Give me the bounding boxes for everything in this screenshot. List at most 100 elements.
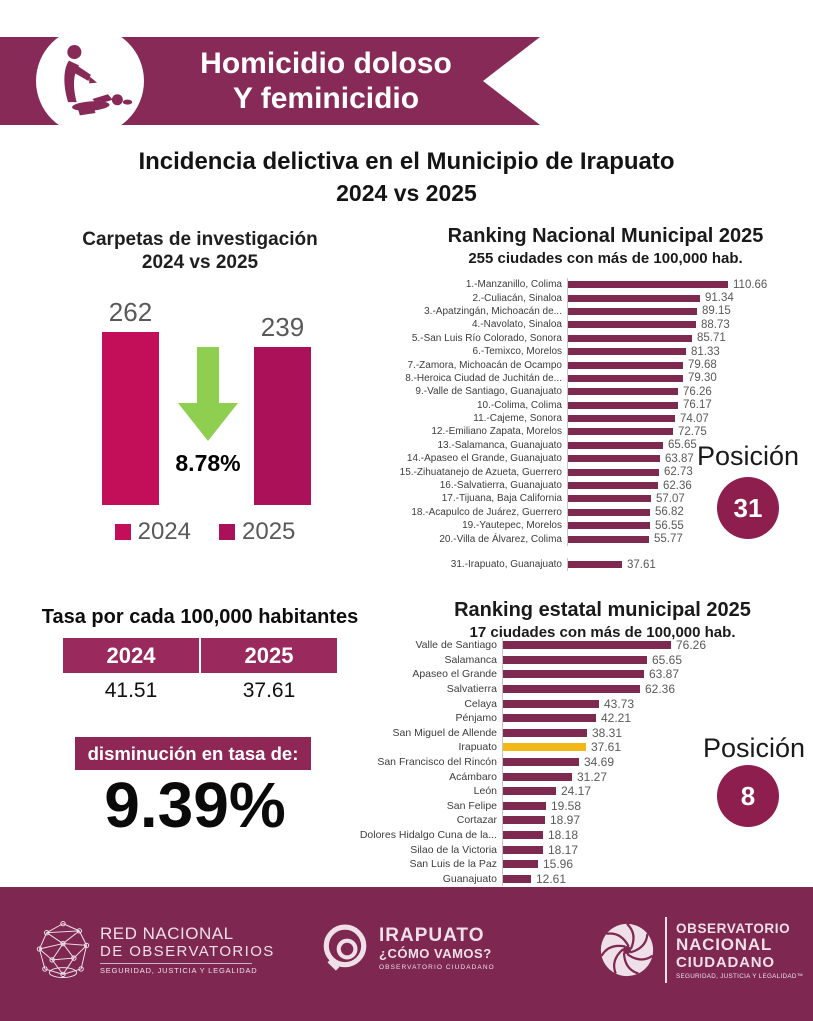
ranking-value: 37.61 xyxy=(591,740,622,755)
ranking-bar xyxy=(503,714,596,723)
ranking-row: 5.-San Luis Río Colorado, Sonora 85.71 xyxy=(397,331,805,345)
ranking-bar xyxy=(568,361,683,369)
carpetas-value-label-2024: 262 xyxy=(108,297,153,327)
legend-item-2025: 2025 xyxy=(219,518,295,546)
ranking-label: 15.-Zihuatanejo de Azueta, Guerrero xyxy=(399,466,562,478)
ranking-bar xyxy=(503,655,647,664)
ranking-value: 18.18 xyxy=(548,828,579,843)
ranking-value: 79.30 xyxy=(688,372,717,385)
ranking-label: 31.-Irapuato, Guanajuato xyxy=(450,559,562,570)
ranking-bar xyxy=(503,845,543,854)
footer: RED NACIONAL DE OBSERVATORIOS SEGURIDAD,… xyxy=(0,887,813,1021)
ranking-bar xyxy=(503,641,671,650)
ranking-bar xyxy=(568,307,697,315)
ranking-bar xyxy=(568,401,678,409)
ranking-label: 19.-Yautepec, Morelos xyxy=(462,520,562,532)
ranking-value: 57.07 xyxy=(656,492,685,505)
national-ranking-subtitle: 255 ciudades con más de 100,000 hab. xyxy=(468,250,743,267)
ranking-bar xyxy=(568,441,663,449)
ranking-bar xyxy=(568,482,658,490)
ranking-value: 43.73 xyxy=(604,696,635,711)
ranking-row: 11.-Cajeme, Sonora 74.07 xyxy=(397,411,805,426)
ranking-row: Acámbaro 31.27 xyxy=(369,769,789,784)
ranking-label: 14.-Apaseo el Grande, Guanajuato xyxy=(406,453,562,465)
ranking-label: San Francisco del Rincón xyxy=(377,756,497,769)
ranking-row: 6.-Temixco, Morelos 81.33 xyxy=(397,344,805,359)
ranking-row: 12.-Emiliano Zapata, Morelos 72.75 xyxy=(397,425,805,439)
ranking-row: 9.-Valle de Santiago, Guanajuato 76.26 xyxy=(397,385,805,399)
carpetas-title-line1: Carpetas de investigación xyxy=(82,229,318,250)
icv-line3: OBSERVATORIO CIUDADANO xyxy=(379,964,495,971)
ranking-label: Acámbaro xyxy=(449,770,497,783)
ranking-label: 11.-Cajeme, Sonora xyxy=(473,413,562,425)
ranking-value: 85.71 xyxy=(697,332,726,345)
ranking-label: 7.-Zamora, Michoacán de Ocampo xyxy=(407,359,562,371)
ranking-row: Pénjamo 42.21 xyxy=(369,710,789,726)
ranking-row: 1.-Manzanillo, Colima 110.66 xyxy=(397,278,805,292)
ranking-row: San Miguel de Allende 38.31 xyxy=(369,725,789,741)
banner-title-line2: Y feminicidio xyxy=(232,82,420,115)
ranking-label: 3.-Apatzingán, Michoacán de... xyxy=(424,305,562,317)
ranking-value: 15.96 xyxy=(543,857,574,872)
ranking-bar xyxy=(568,455,660,463)
ranking-label: 18.-Acapulco de Juárez, Guerrero xyxy=(411,506,562,518)
ranking-row: Valle de Santiago 76.26 xyxy=(369,638,789,653)
ranking-row: Irapuato 37.61 xyxy=(369,740,789,755)
ranking-value: 63.87 xyxy=(649,667,680,682)
tasa-header-2025: 2025 xyxy=(201,638,337,673)
decrease-banner: disminución en tasa de: xyxy=(75,737,311,770)
ranking-label: 9.-Valle de Santiago, Guanajuato xyxy=(415,386,562,398)
ranking-bar xyxy=(503,685,640,694)
ranking-row: 2.-Culiacán, Sinaloa 91.34 xyxy=(397,291,805,305)
rno-line2: DE OBSERVATORIOS xyxy=(100,942,275,960)
ranking-row: Guanajuato 12.61 xyxy=(369,871,789,887)
ranking-value: 72.75 xyxy=(678,425,707,438)
ranking-bar xyxy=(568,508,650,516)
ranking-row: San Luis de la Paz 15.96 xyxy=(369,856,789,872)
ranking-bar xyxy=(503,801,546,810)
carpetas-bar-2024 xyxy=(102,332,159,505)
logo-red-nacional-observatorios: RED NACIONAL DE OBSERVATORIOS SEGURIDAD,… xyxy=(34,917,275,981)
ranking-bar xyxy=(568,561,622,568)
ranking-row: San Felipe 19.58 xyxy=(369,798,789,814)
carpetas-bar-2025 xyxy=(254,347,311,505)
ranking-value: 74.07 xyxy=(680,412,709,425)
ranking-label: San Luis de la Paz xyxy=(409,858,497,871)
carpetas-chart-canvas: 8.78% 262 239 xyxy=(40,292,360,505)
ranking-row: Silao de la Victoria 18.17 xyxy=(369,842,789,857)
page-title-line1: Incidencia delictiva en el Municipio de … xyxy=(138,148,675,175)
ranking-bar-highlight xyxy=(503,743,586,752)
ranking-bar xyxy=(503,860,538,869)
ranking-row: Dolores Hidalgo Cuna de la... 18.18 xyxy=(360,827,789,843)
legend-item-2024: 2024 xyxy=(114,518,191,546)
national-position-badge: 31 xyxy=(717,477,779,539)
national-ranking-chart: 1.-Manzanillo, Colima 110.66 2.-Culiacán, … xyxy=(397,278,805,572)
ranking-bar xyxy=(568,415,675,423)
icv-line1: IRAPUATO xyxy=(379,925,485,946)
ranking-row: 18.-Acapulco de Juárez, Guerrero 56.82 xyxy=(397,505,805,520)
ranking-bar xyxy=(503,874,531,883)
ranking-label: Salvatierra xyxy=(446,683,497,696)
ranking-label: San Felipe xyxy=(446,799,497,812)
ranking-label: Celaya xyxy=(464,697,497,710)
ranking-bar xyxy=(568,522,650,530)
tasa-value-2025: 37.61 xyxy=(242,679,296,702)
ranking-bar xyxy=(568,374,683,382)
estatal-ranking-subtitle: 17 ciudades con más de 100,000 hab. xyxy=(469,624,736,641)
rno-line1: RED NACIONAL xyxy=(100,923,234,943)
page-title: Incidencia delictiva en el Municipio de … xyxy=(0,146,813,208)
onc-line4: SEGURIDAD, JUSTICIA Y LEGALIDAD™ xyxy=(676,972,804,980)
ranking-value: 91.34 xyxy=(705,292,734,305)
ranking-label: Guanajuato xyxy=(442,872,497,885)
ranking-label: Silao de la Victoria xyxy=(410,843,497,856)
ranking-value: 76.26 xyxy=(683,385,712,398)
page-title-line2: 2024 vs 2025 xyxy=(336,180,477,206)
ranking-value: 18.97 xyxy=(550,813,581,828)
ranking-row: 31.-Irapuato, Guanajuato 37.61 xyxy=(397,557,805,572)
ranking-value: 65.65 xyxy=(668,439,697,452)
ranking-row: 20.-Villa de Álvarez, Colima 55.77 xyxy=(397,532,805,546)
ranking-value: 88.73 xyxy=(701,318,730,331)
ranking-bar xyxy=(568,321,696,329)
ranking-bar xyxy=(503,831,543,840)
